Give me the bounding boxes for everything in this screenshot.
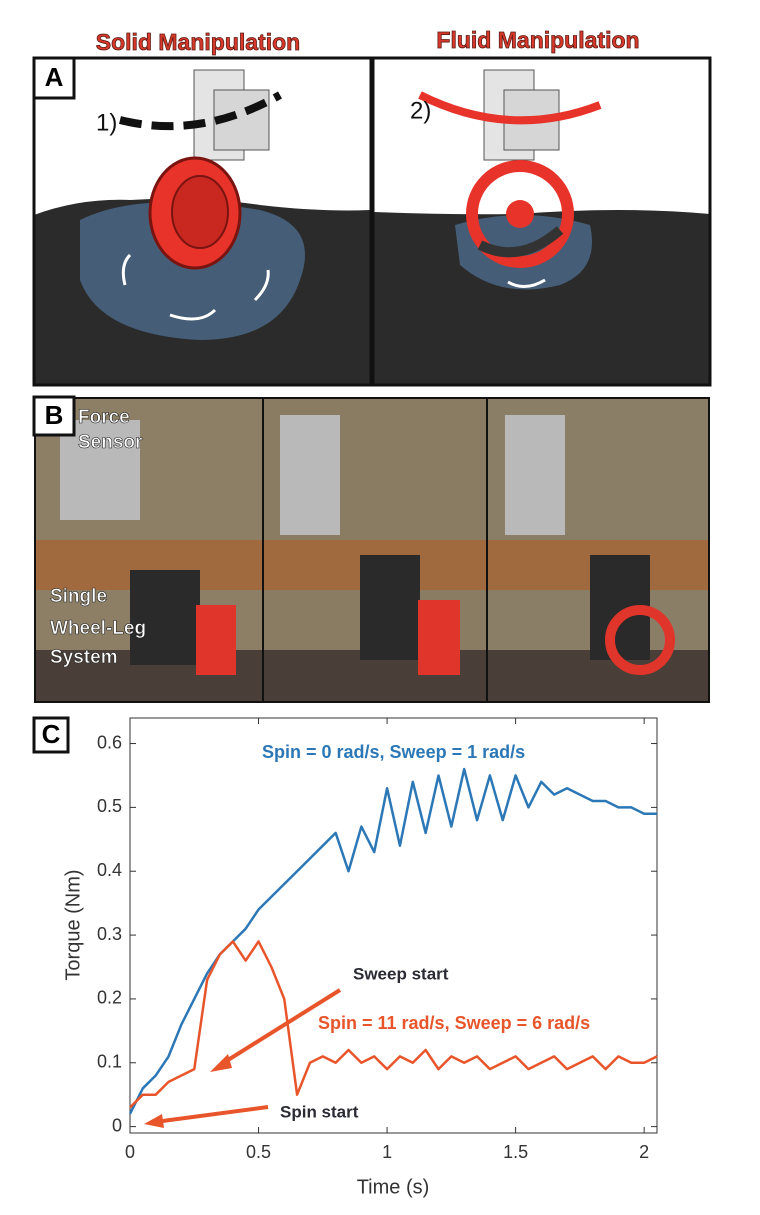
flow-arrow: [121, 253, 270, 321]
plot-area: [129, 717, 658, 1134]
sensor: [505, 415, 565, 535]
photo: [488, 399, 708, 701]
robot: [130, 570, 200, 665]
annotation: Spin start: [280, 1102, 359, 1121]
wheel-hub: [171, 175, 229, 249]
annotation-arrowhead: [144, 1114, 164, 1128]
photo-label: Wheel-Leg: [50, 618, 146, 639]
wheel-hub: [506, 200, 534, 228]
ground: [374, 210, 710, 385]
sweep-arrow: [119, 91, 282, 131]
wheel: [466, 160, 574, 268]
y-tick-label: 0.5: [97, 796, 122, 816]
x-tick-label: 0: [125, 1142, 135, 1162]
panel-label: B: [45, 400, 64, 430]
y-tick-label: 0.4: [97, 860, 122, 880]
y-tick-label: 0.1: [97, 1052, 122, 1072]
y-tick-label: 0.3: [97, 924, 122, 944]
sensor: [280, 415, 340, 535]
panel-label: A: [45, 62, 64, 92]
photo: [264, 399, 486, 701]
x-tick-label: 2: [639, 1142, 649, 1162]
panel-label: C: [42, 719, 61, 749]
panel-a-border: [32, 56, 712, 387]
x-tick-label: 1: [382, 1142, 392, 1162]
annotation: Sweep start: [353, 964, 449, 983]
sensor: [60, 420, 140, 520]
photo-label: Sensor: [78, 432, 143, 453]
wheel: [605, 605, 675, 675]
panel-label-box: [32, 395, 76, 437]
step-label: 1): [96, 109, 117, 136]
annotation-arrow: [154, 1105, 269, 1124]
photo-label: Single: [50, 586, 107, 607]
y-tick-label: 0.2: [97, 988, 122, 1008]
photo-label: System: [50, 647, 118, 668]
panel-label-box: [32, 716, 70, 754]
series-label: Spin = 11 rad/s, Sweep = 6 rad/s: [318, 1013, 590, 1033]
plot: 0 0.1 0.2 0.3 0.4 0.5 0.6 0 0.5 1 1.5 2: [97, 718, 658, 1162]
photo-label: Force: [78, 407, 130, 428]
step-label: 2): [410, 97, 431, 124]
wheel: [418, 600, 460, 675]
sweep-arrow: [418, 91, 602, 125]
panel-label-box: [32, 56, 76, 100]
x-axis-label: Time (s): [357, 1176, 430, 1198]
series-line: [129, 940, 658, 1109]
y-tick-label: 0: [112, 1115, 122, 1135]
annotation-arrowhead: [210, 1054, 232, 1072]
x-tick-label: 1.5: [503, 1142, 528, 1162]
x-tick-label: 0.5: [246, 1142, 271, 1162]
robot: [360, 555, 420, 660]
series-label: Spin = 0 rad/s, Sweep = 1 rad/s: [262, 742, 525, 762]
spin-arrow: [477, 226, 564, 258]
wheel: [196, 605, 236, 675]
panel-title: Fluid Manipulation: [436, 27, 639, 53]
displaced-region: [80, 202, 305, 340]
y-axis-label: Torque (Nm): [62, 869, 84, 980]
photo: [36, 399, 262, 701]
y-tick-label: 0.6: [97, 732, 122, 752]
annotation-arrow: [218, 988, 342, 1067]
panel-title: Solid Manipulation: [96, 29, 300, 55]
flow-arrow: [507, 278, 546, 288]
